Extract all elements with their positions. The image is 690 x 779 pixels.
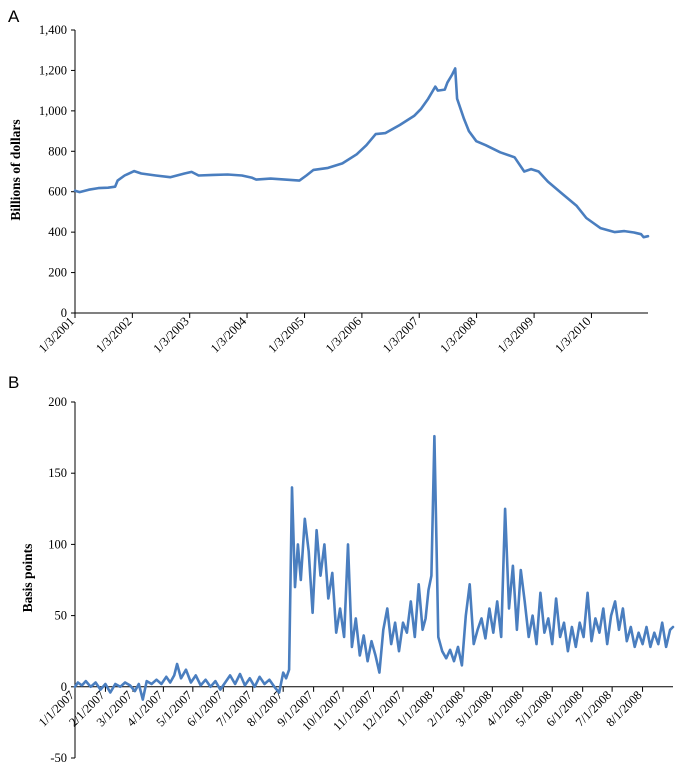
x-tick-label: 1/3/2010: [552, 314, 593, 355]
x-tick-label: 1/3/2006: [323, 314, 364, 355]
y-tick-label: 100: [48, 537, 67, 551]
y-tick-label: 150: [48, 466, 67, 480]
panel-label: A: [8, 7, 20, 26]
y-tick-label: 1,200: [39, 63, 67, 77]
y-tick-label: 50: [55, 609, 68, 623]
y-tick-label: 0: [61, 306, 67, 320]
y-axis-title: Billions of dollars: [8, 119, 23, 220]
y-tick-label: 200: [48, 395, 67, 409]
y-tick-label: 1,000: [39, 104, 67, 118]
y-tick-label: 600: [48, 185, 67, 199]
series-line: [73, 434, 675, 701]
panel-label: B: [8, 373, 19, 392]
y-tick-label: -50: [50, 751, 67, 765]
y-tick-label: 0: [61, 680, 67, 694]
x-tick-label: 1/3/2009: [495, 314, 536, 355]
chart-panel-a: A Billions of dollars 0 200 400 600 800 1,000 1,…: [8, 7, 650, 356]
x-tick-label: 1/3/2007: [380, 314, 421, 355]
x-tick-label: 1/3/2001: [36, 314, 77, 355]
y-tick-label: 200: [48, 266, 67, 280]
x-tick-label: 1/3/2002: [93, 314, 134, 355]
x-tick-label: 1/3/2008: [437, 314, 478, 355]
x-tick-label: 1/3/2003: [150, 314, 191, 355]
x-tick-label: 1/3/2004: [208, 314, 250, 356]
series-line: [73, 67, 650, 239]
x-tick-label: 1/3/2005: [265, 314, 306, 355]
y-tick-label: 400: [48, 225, 67, 239]
y-axis-title: Basis points: [20, 544, 35, 613]
y-tick-label: 1,400: [39, 23, 67, 37]
y-tick-label: 800: [48, 144, 67, 158]
